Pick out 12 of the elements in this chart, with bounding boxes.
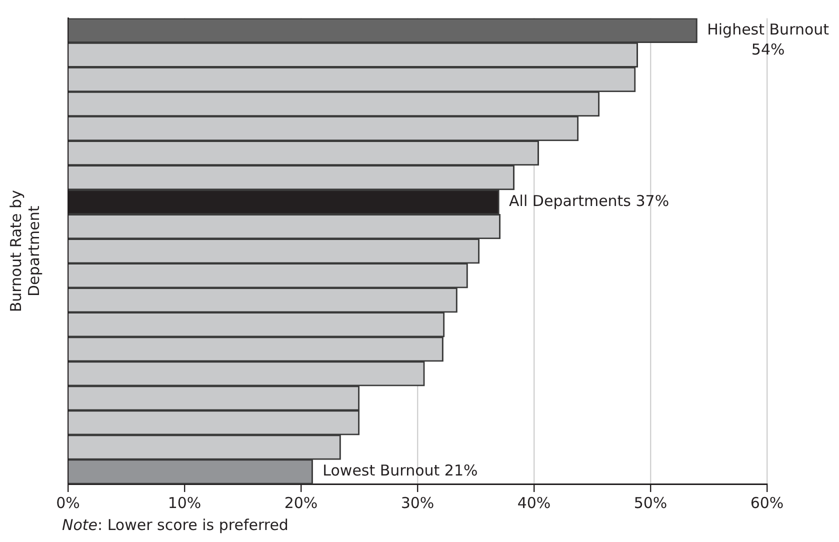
- x-tick-label: 40%: [517, 494, 551, 512]
- y-axis-title: Burnout Rate by Department: [6, 190, 43, 312]
- x-tick-label: 10%: [168, 494, 202, 512]
- x-tick-label: 20%: [284, 494, 318, 512]
- data-label: All Departments 37%: [509, 192, 670, 210]
- x-tick-label: 60%: [750, 494, 784, 512]
- data-label: Lowest Burnout 21%: [322, 462, 478, 480]
- x-tick-label: 30%: [400, 494, 434, 512]
- text: Note: Lower score is preferred: [62, 516, 288, 534]
- x-tick-label: 50%: [634, 494, 668, 512]
- data-label: Highest Burnout 54%: [707, 20, 830, 58]
- x-tick-label: 0%: [56, 494, 80, 512]
